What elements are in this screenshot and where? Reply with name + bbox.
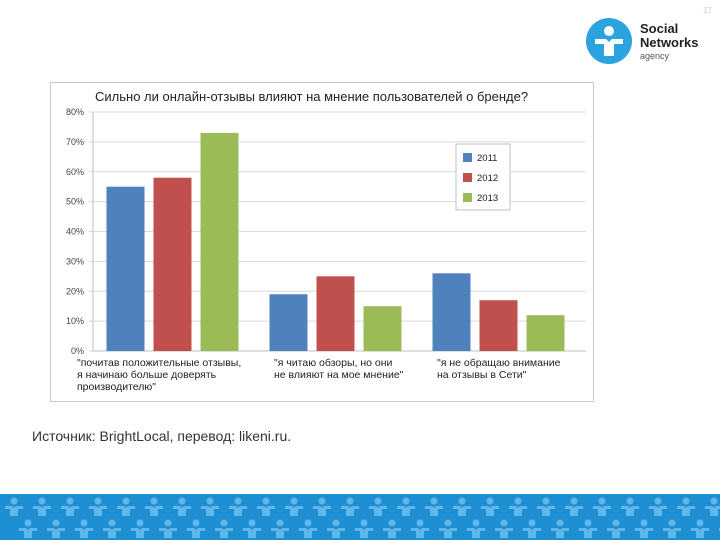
footer-person-icon xyxy=(47,519,65,538)
footer-person-icon xyxy=(19,519,37,538)
logo-line-3: agency xyxy=(640,51,670,61)
footer-person-icon xyxy=(243,519,261,538)
y-tick-label: 30% xyxy=(66,256,84,266)
footer-person-icon xyxy=(229,497,247,516)
footer-pattern-band xyxy=(0,494,720,540)
footer-person-icon xyxy=(187,519,205,538)
footer-person-icon xyxy=(565,497,583,516)
footer-person-icon xyxy=(467,519,485,538)
footer-person-icon xyxy=(355,519,373,538)
logo-person-icon xyxy=(586,18,632,64)
footer-person-icon xyxy=(173,497,191,516)
footer-person-icon xyxy=(131,519,149,538)
legend-label-2013: 2013 xyxy=(477,193,498,204)
footer-person-icon xyxy=(425,497,443,516)
footer-person-icon xyxy=(5,497,23,516)
y-tick-label: 0% xyxy=(71,346,84,356)
footer-person-icon xyxy=(705,497,720,516)
bar-2012 xyxy=(153,177,192,351)
footer-person-icon xyxy=(327,519,345,538)
footer-person-icon xyxy=(215,519,233,538)
slide-number: 17 xyxy=(703,6,712,15)
bar-2012 xyxy=(479,300,518,351)
footer-person-icon xyxy=(75,519,93,538)
bar-2012 xyxy=(316,276,355,351)
footer-person-icon xyxy=(691,519,709,538)
footer-person-icon xyxy=(341,497,359,516)
y-tick-label: 60% xyxy=(66,167,84,177)
logo-line-2: Networks xyxy=(640,35,699,50)
x-category-label: "я не обращаю внимание xyxy=(437,357,561,369)
x-category-label: "я читаю обзоры, но они xyxy=(274,357,393,369)
footer-person-icon xyxy=(145,497,163,516)
x-category-label: "почитав положительные отзывы, xyxy=(77,357,241,369)
footer-person-icon xyxy=(411,519,429,538)
footer-person-icon xyxy=(453,497,471,516)
footer-person-icon xyxy=(103,519,121,538)
bar-2013 xyxy=(200,132,239,351)
footer-person-icon xyxy=(397,497,415,516)
footer-person-icon xyxy=(61,497,79,516)
footer-person-icon xyxy=(579,519,597,538)
footer-person-icon xyxy=(649,497,667,516)
footer-person-icon xyxy=(551,519,569,538)
y-tick-label: 10% xyxy=(66,316,84,326)
bar-2013 xyxy=(363,306,402,351)
footer-person-icon xyxy=(383,519,401,538)
y-tick-label: 40% xyxy=(66,227,84,237)
y-tick-label: 70% xyxy=(66,137,84,147)
footer-person-icon xyxy=(201,497,219,516)
x-category-label: на отзывы в Сети" xyxy=(437,369,527,381)
footer-person-icon xyxy=(313,497,331,516)
brand-logo: Social Networks agency xyxy=(586,18,706,66)
footer-person-icon xyxy=(285,497,303,516)
bar-2011 xyxy=(432,273,471,351)
x-category-label: я начинаю больше доверять xyxy=(77,369,217,381)
y-tick-label: 50% xyxy=(66,197,84,207)
footer-person-icon xyxy=(495,519,513,538)
logo-line-1: Social xyxy=(640,21,679,36)
footer-person-icon xyxy=(607,519,625,538)
footer-person-icon xyxy=(509,497,527,516)
legend-label-2011: 2011 xyxy=(477,153,497,164)
footer-person-icon xyxy=(537,497,555,516)
logo-wordmark: Social Networks xyxy=(640,22,699,50)
footer-person-icon xyxy=(621,497,639,516)
footer-person-icon xyxy=(635,519,653,538)
footer-person-icon xyxy=(299,519,317,538)
footer-person-icon xyxy=(523,519,541,538)
legend-label-2012: 2012 xyxy=(477,173,498,184)
source-caption: Источник: BrightLocal, перевод: likeni.r… xyxy=(32,428,292,444)
bar-2013 xyxy=(526,315,565,351)
x-category-label: не влияют на мое мнение" xyxy=(274,369,404,381)
footer-person-icon xyxy=(677,497,695,516)
x-category-label: производителю" xyxy=(77,381,156,393)
footer-person-icon xyxy=(271,519,289,538)
footer-person-icon xyxy=(369,497,387,516)
legend-swatch-2013 xyxy=(463,193,472,202)
y-tick-label: 20% xyxy=(66,286,84,296)
chart-title: Сильно ли онлайн-отзывы влияют на мнение… xyxy=(95,89,528,104)
legend-swatch-2011 xyxy=(463,153,472,162)
bar-2011 xyxy=(106,186,145,351)
footer-person-icon xyxy=(593,497,611,516)
footer-person-icon xyxy=(159,519,177,538)
footer-person-icon xyxy=(117,497,135,516)
legend-swatch-2012 xyxy=(463,173,472,182)
footer-person-icon xyxy=(663,519,681,538)
chart-frame: Сильно ли онлайн-отзывы влияют на мнение… xyxy=(50,82,594,402)
y-tick-label: 80% xyxy=(66,107,84,117)
footer-person-icon xyxy=(439,519,457,538)
bar-chart: Сильно ли онлайн-отзывы влияют на мнение… xyxy=(66,89,586,393)
footer-person-icon xyxy=(257,497,275,516)
footer-person-icon xyxy=(89,497,107,516)
footer-person-icon xyxy=(481,497,499,516)
bar-2011 xyxy=(269,294,308,351)
footer-person-icon xyxy=(33,497,51,516)
